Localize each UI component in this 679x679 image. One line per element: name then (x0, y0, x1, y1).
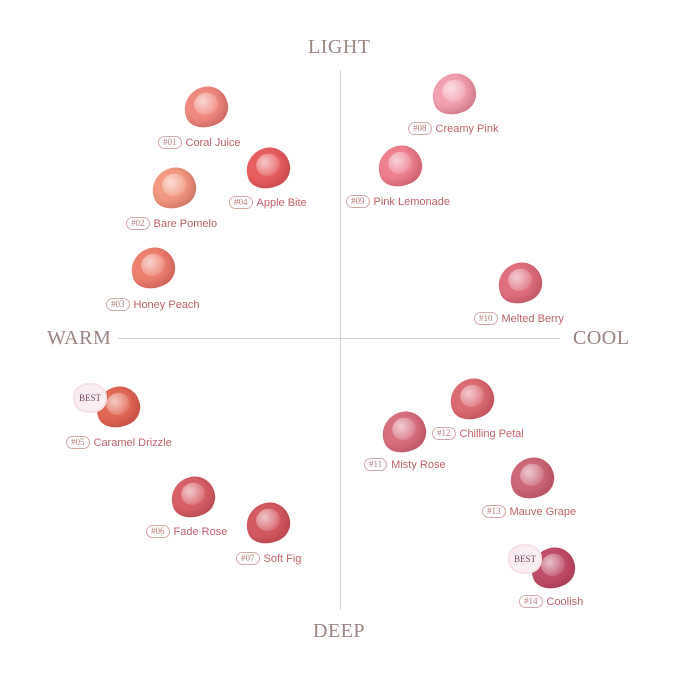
axis-label-deep: DEEP (313, 620, 365, 642)
shade-label: #04 Apple Bite (229, 196, 307, 209)
shade-label: #09 Pink Lemonade (346, 195, 450, 208)
shade-number: #02 (126, 217, 150, 230)
shade-number: #01 (158, 136, 182, 149)
shade-name: Coolish (546, 595, 584, 608)
shade-name: Chilling Petal (459, 427, 524, 440)
color-swatch (492, 257, 548, 309)
shade-name: Creamy Pink (435, 122, 499, 135)
shade-name: Apple Bite (256, 196, 307, 209)
best-badge: BEST (75, 385, 105, 411)
shade-number: #06 (146, 525, 170, 538)
shade-label: #07 Soft Fig (236, 552, 301, 565)
shade-name: Soft Fig (263, 552, 302, 565)
shade-label: #01 Coral Juice (158, 136, 241, 149)
shade-name: Honey Peach (133, 298, 200, 311)
shade-number: #11 (364, 458, 388, 471)
shade-label: #13 Mauve Grape (482, 505, 576, 518)
shade-name: Fade Rose (173, 525, 228, 538)
shade-number: #05 (66, 436, 90, 449)
color-swatch (240, 142, 296, 194)
shade-number: #09 (346, 195, 370, 208)
shade-label: #11 Misty Rose (364, 458, 446, 471)
color-swatch (165, 471, 221, 523)
shade-label: #06 Fade Rose (146, 525, 227, 538)
shade-name: Caramel Drizzle (93, 436, 172, 449)
shade-number: #12 (432, 427, 456, 440)
shade-name: Melted Berry (501, 312, 564, 325)
shade-label: #02 Bare Pomelo (126, 217, 217, 230)
shade-label: #03 Honey Peach (106, 298, 200, 311)
vertical-axis-line (340, 70, 341, 610)
best-badge: BEST (510, 546, 540, 572)
axis-label-cool: COOL (573, 327, 630, 349)
shade-name: Mauve Grape (509, 505, 577, 518)
shade-number: #07 (236, 552, 260, 565)
horizontal-axis-line (118, 338, 560, 339)
color-swatch (376, 406, 432, 458)
shade-number: #14 (519, 595, 543, 608)
shade-label: #12 Chilling Petal (432, 427, 524, 440)
shade-number: #13 (482, 505, 506, 518)
shade-label: #10 Melted Berry (474, 312, 564, 325)
color-swatch (372, 140, 428, 192)
color-swatch (444, 373, 500, 425)
shade-label: #14 Coolish (519, 595, 583, 608)
shade-label: #05 Caramel Drizzle (66, 436, 172, 449)
color-swatch (240, 497, 296, 549)
shade-label: #08 Creamy Pink (408, 122, 498, 135)
color-swatch (146, 162, 202, 214)
axis-label-light: LIGHT (308, 36, 371, 58)
color-swatch (504, 452, 560, 504)
shade-number: #08 (408, 122, 432, 135)
axis-label-warm: WARM (47, 327, 112, 349)
shade-number: #03 (106, 298, 130, 311)
color-swatch (125, 242, 181, 294)
shade-name: Coral Juice (185, 136, 241, 149)
shade-name: Bare Pomelo (153, 217, 218, 230)
color-swatch (426, 68, 482, 120)
shade-number: #10 (474, 312, 498, 325)
shade-number: #04 (229, 196, 253, 209)
shade-name: Misty Rose (391, 458, 446, 471)
color-swatch (178, 81, 234, 133)
shade-name: Pink Lemonade (373, 195, 450, 208)
